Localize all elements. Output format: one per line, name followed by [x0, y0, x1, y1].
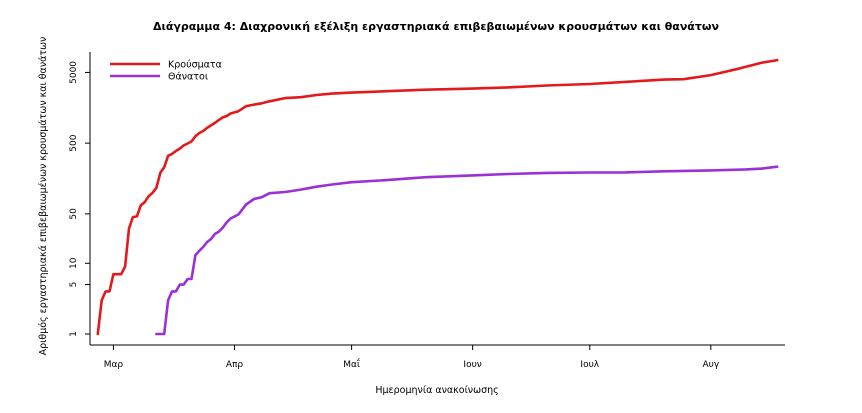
x-tick-label: Ιουλ: [580, 360, 599, 370]
y-tick-label: 5000: [69, 61, 79, 84]
y-tick-label: 5: [69, 282, 79, 288]
x-axis-label: Ημερομηνία ανακοίνωσης: [375, 385, 498, 396]
y-axis-label: Αριθμός εργαστηριακά επιβεβαιωμένων κρου…: [38, 37, 49, 356]
x-tick-label: Μαρ: [104, 360, 124, 370]
cases-series-line: [96, 58, 779, 336]
legend-label: Κρούσματα: [168, 60, 222, 71]
y-tick-label: 10: [69, 257, 79, 269]
chart-title: Διάγραμμα 4: Διαχρονική εξέλιξη εργαστηρ…: [153, 20, 719, 33]
y-tick-label: 50: [69, 208, 79, 220]
deaths-series-line: [155, 165, 779, 336]
y-axis-ticks: 1 5 10 50 500 5000: [69, 61, 90, 337]
legend-label: Θάνατοι: [168, 72, 208, 83]
x-axis-ticks: Μαρ Απρ Μαΐ Ιουν Ιουλ Αυγ: [104, 345, 720, 370]
x-tick-label: Ιουν: [463, 360, 481, 370]
y-tick-label: 1: [69, 331, 79, 337]
x-tick-label: Απρ: [226, 360, 244, 370]
x-tick-label: Μαΐ: [343, 358, 360, 370]
x-tick-label: Αυγ: [702, 360, 719, 370]
y-tick-label: 500: [69, 134, 79, 151]
series-layer: [96, 58, 779, 336]
